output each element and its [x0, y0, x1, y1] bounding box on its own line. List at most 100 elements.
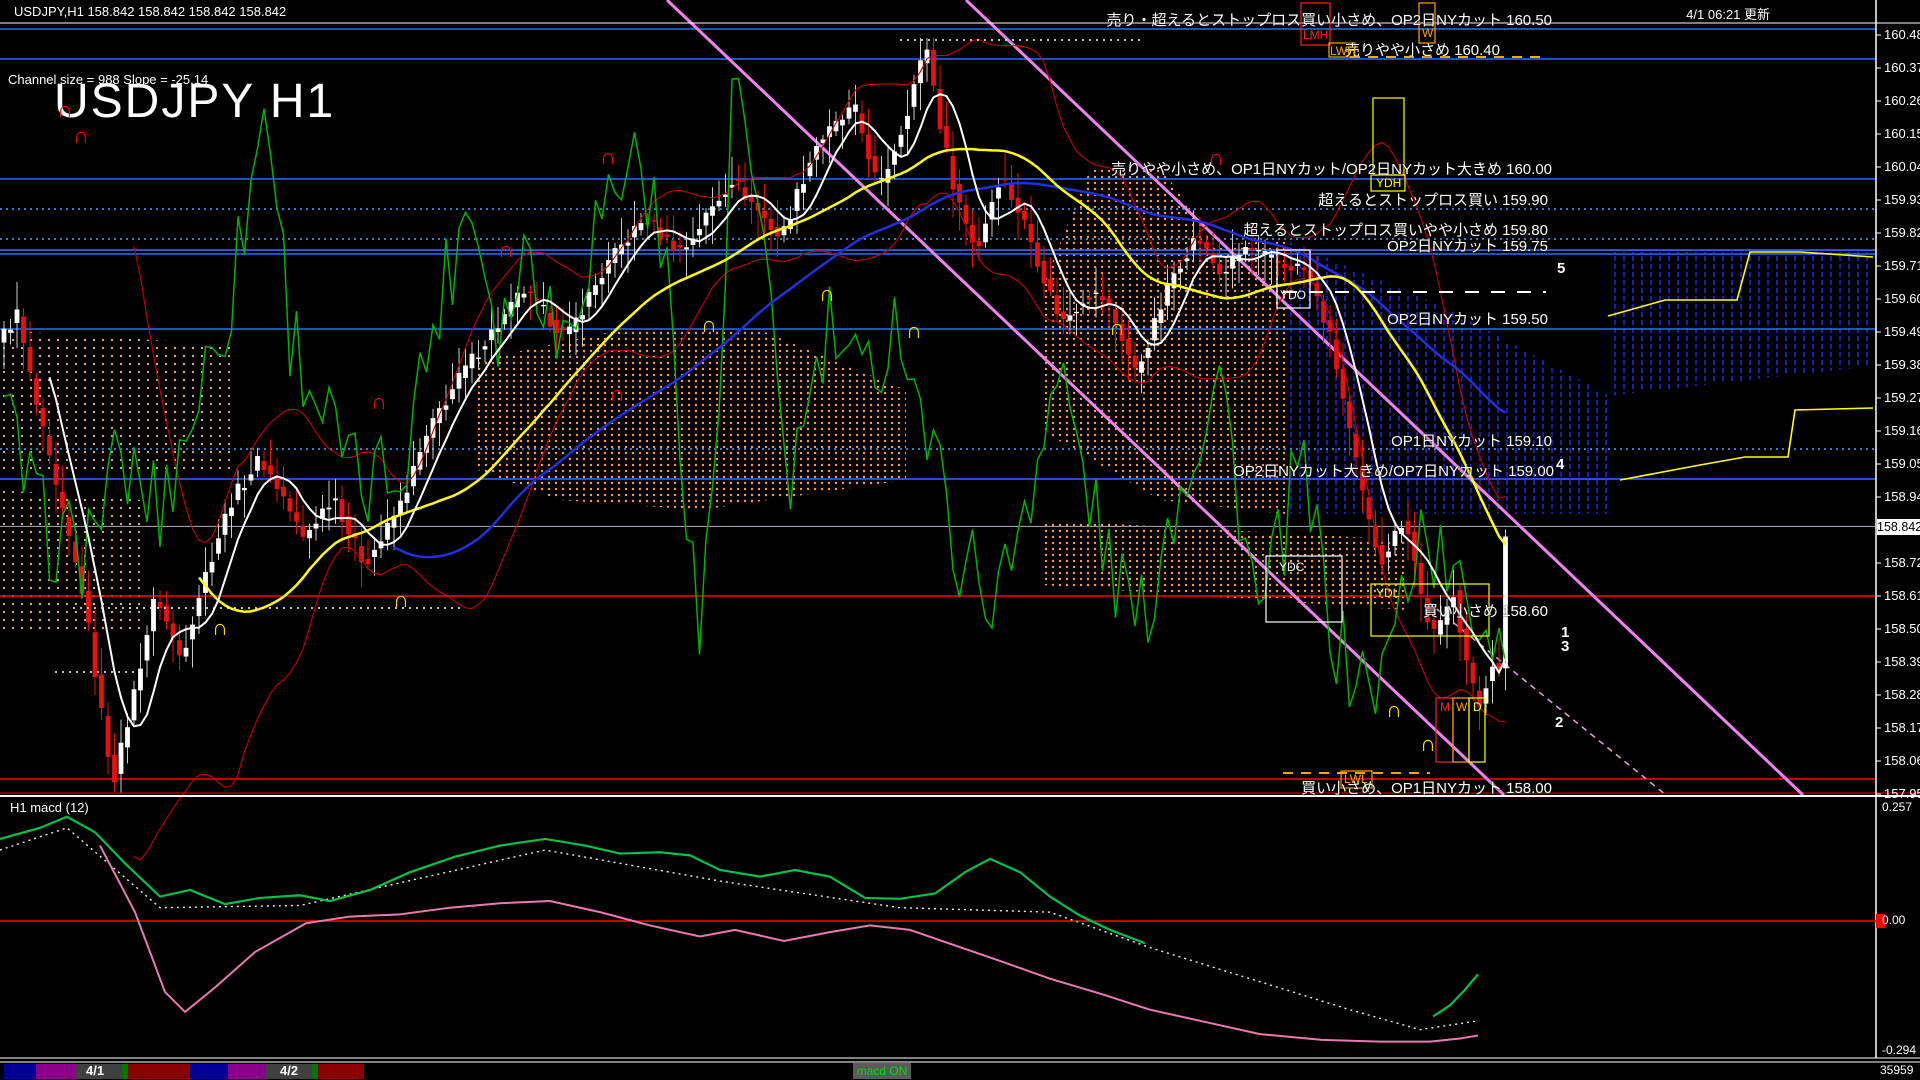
candle-body: [125, 727, 130, 748]
candle-body: [853, 104, 858, 112]
signal-symbol: ∩: [906, 318, 922, 343]
candle-body: [515, 292, 520, 308]
candle-body: [807, 162, 813, 177]
price-axis-label: 158.610: [1884, 588, 1920, 603]
cloud-left-lower: [0, 490, 140, 630]
candle-body: [1171, 273, 1177, 289]
symbol-watermark: USDJPY H1: [54, 75, 336, 128]
session-block: [75, 1064, 122, 1079]
price-axis-label: 160.370: [1884, 60, 1920, 75]
candle-body: [255, 455, 260, 471]
macd-zero-chip: [1876, 914, 1885, 928]
candle-body: [333, 498, 338, 501]
candle-body: [8, 329, 13, 333]
candle-body: [781, 226, 787, 236]
signal-symbol: ∩: [393, 587, 409, 612]
candle-body: [268, 465, 273, 475]
candle-body: [924, 49, 930, 64]
candle-body: [385, 522, 390, 540]
candle-body: [1457, 590, 1463, 633]
candle-body: [40, 407, 46, 427]
candle-body: [996, 187, 1001, 199]
wave-count-digit: 4: [1556, 456, 1565, 473]
candle-body: [651, 220, 657, 222]
session-block: [36, 1064, 75, 1079]
tag-box-label: LMH: [1303, 28, 1329, 42]
session-block: [266, 1064, 312, 1079]
tag-box: [1300, 2, 1331, 46]
candle-body: [749, 195, 754, 202]
session-block: [318, 1064, 364, 1079]
candle-body: [47, 435, 52, 456]
candle-body: [157, 602, 163, 609]
candle-body: [1438, 620, 1443, 635]
signal-symbol: ∩: [819, 281, 835, 306]
candle-body: [931, 50, 936, 86]
candle-body: [859, 113, 865, 134]
candle-body: [833, 121, 839, 132]
candle-body: [573, 317, 579, 333]
candle-body: [625, 242, 631, 246]
candle-body: [1178, 268, 1183, 273]
candle-body: [1418, 563, 1424, 594]
candle-body: [1282, 263, 1287, 268]
tag-box-label: W: [1456, 700, 1468, 714]
tag-box-label: YDO: [1280, 288, 1307, 302]
candle-body: [508, 301, 514, 317]
candle-body: [1061, 311, 1066, 320]
candle-body: [1100, 296, 1105, 301]
price-axis-label: 159.600: [1884, 291, 1920, 306]
price-annotation: 超えるとストップロス買いやや小さめ 159.80: [1243, 222, 1548, 239]
candle-body: [1503, 536, 1508, 669]
candle-body: [937, 89, 943, 130]
candle-body: [885, 168, 891, 183]
session-block: [228, 1064, 266, 1079]
candle-body: [502, 314, 507, 325]
signal-symbol: ∩: [701, 312, 717, 337]
candle-body: [274, 476, 280, 489]
candle-body: [1321, 300, 1326, 323]
candle-body: [1464, 629, 1469, 661]
candle-body: [287, 498, 293, 512]
green-oscillator-line: [3, 77, 1507, 715]
macd-toggle-button[interactable]: macd ON: [853, 1063, 911, 1079]
candle-body: [1366, 497, 1372, 520]
date-label: 4/1: [86, 1063, 105, 1078]
candle-body: [1496, 663, 1502, 670]
candle-body: [1373, 525, 1378, 548]
candle-body: [105, 716, 111, 757]
price-axis-label: 159.710: [1884, 258, 1920, 273]
candle-body: [346, 516, 351, 535]
candle-body: [1002, 179, 1008, 181]
candle-body: [27, 347, 33, 372]
price-annotation: 買い小さめ 158.60: [1422, 603, 1548, 620]
candle-body: [1041, 260, 1047, 284]
candle-body: [1067, 315, 1073, 321]
candle-body: [1405, 521, 1411, 535]
candle-body: [456, 372, 462, 389]
candle-body: [619, 244, 624, 255]
tag-box: [1370, 174, 1406, 192]
signal-symbol: ∩: [371, 389, 387, 414]
candle-body: [1275, 260, 1281, 263]
candle-body: [1126, 338, 1131, 355]
date-label: 4/2: [280, 1063, 299, 1078]
candle-body: [1204, 242, 1209, 249]
status-right-value: 35959: [1880, 1063, 1914, 1077]
price-axis-label: 159.930: [1884, 192, 1920, 207]
macd-axis-bottom: -0.294: [1882, 1043, 1917, 1057]
candle-body: [840, 119, 845, 126]
candle-body: [1295, 263, 1300, 266]
macd-axis-zero: 0.00: [1882, 913, 1906, 927]
candle-body: [281, 486, 286, 497]
price-annotation: OP2日NYカット大きめ/OP7日NYカット 159.00: [1233, 463, 1554, 480]
wave-count-digit: 1: [1561, 624, 1570, 641]
candle-body: [92, 632, 98, 678]
candle-body: [762, 210, 767, 218]
price-axis-label: 158.500: [1884, 621, 1920, 636]
candle-body: [307, 529, 312, 539]
candle-body: [1009, 183, 1014, 200]
session-block: [128, 1064, 190, 1079]
candle-body: [1425, 597, 1430, 623]
candle-body: [489, 329, 494, 341]
